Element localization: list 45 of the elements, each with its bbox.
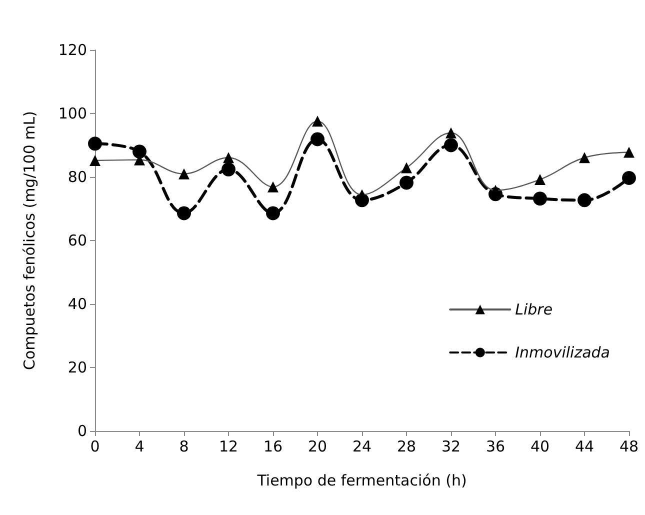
y-tick-label: 120	[58, 41, 87, 59]
point	[533, 192, 547, 206]
point	[132, 144, 146, 159]
point	[223, 152, 234, 164]
x-tick-label: 32	[441, 438, 461, 456]
point	[177, 206, 191, 220]
x-tick-label: 48	[619, 438, 639, 456]
x-tick-label: 12	[218, 438, 238, 456]
point	[222, 162, 236, 176]
x-tick-label: 24	[352, 438, 372, 456]
point	[578, 193, 592, 208]
x-tick-label: 4	[134, 438, 144, 456]
point	[579, 152, 590, 164]
y-tick-label: 20	[68, 358, 87, 376]
point	[400, 176, 414, 190]
point	[90, 154, 100, 166]
x-tick-label: 28	[396, 438, 416, 456]
x-tick-label: 36	[486, 438, 506, 456]
point	[310, 132, 324, 146]
point	[624, 146, 634, 158]
x-tick-label: 0	[90, 438, 100, 456]
point	[401, 162, 412, 174]
point	[534, 174, 546, 186]
y-tick-label: 60	[68, 232, 87, 250]
legend-label: Libre	[515, 300, 553, 318]
x-tick-label: 20	[308, 438, 328, 456]
x-axis-title: Tiempo de fermentación (h)	[256, 472, 467, 490]
point	[266, 206, 280, 220]
x-tick-label: 40	[530, 438, 550, 456]
y-tick-label: 80	[68, 168, 87, 186]
y-tick-label: 100	[58, 104, 87, 122]
x-tick-label: 8	[179, 438, 189, 456]
y-tick-label: 0	[77, 422, 87, 440]
x-tick-label: 16	[263, 438, 283, 456]
point	[622, 170, 636, 185]
point	[444, 138, 458, 152]
point	[312, 116, 323, 127]
y-axis-title: Compuetos fenólicos (mg/100 mL)	[20, 111, 38, 370]
point	[178, 168, 190, 180]
y-tick-label: 40	[68, 295, 87, 313]
legend-label: Inmovilizada	[515, 344, 610, 362]
point	[88, 136, 102, 151]
point	[268, 181, 278, 192]
x-tick-label: 44	[574, 438, 594, 456]
point	[446, 127, 456, 138]
